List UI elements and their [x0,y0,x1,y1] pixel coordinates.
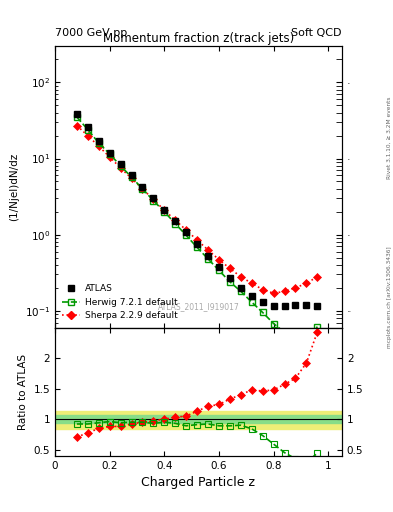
Y-axis label: (1/Njel)dN/dz: (1/Njel)dN/dz [9,153,19,221]
Text: ATLAS_2011_I919017: ATLAS_2011_I919017 [158,302,239,311]
Text: mcplots.cern.ch [arXiv:1306.3436]: mcplots.cern.ch [arXiv:1306.3436] [387,246,392,348]
Text: 7000 GeV pp: 7000 GeV pp [55,28,127,38]
Text: Soft QCD: Soft QCD [292,28,342,38]
Y-axis label: Ratio to ATLAS: Ratio to ATLAS [18,354,28,430]
Text: Rivet 3.1.10, ≥ 3.2M events: Rivet 3.1.10, ≥ 3.2M events [387,97,392,180]
X-axis label: Charged Particle z: Charged Particle z [141,476,255,489]
Legend: ATLAS, Herwig 7.2.1 default, Sherpa 2.2.9 default: ATLAS, Herwig 7.2.1 default, Sherpa 2.2.… [59,282,180,323]
Title: Momentum fraction z(track jets): Momentum fraction z(track jets) [103,32,294,45]
